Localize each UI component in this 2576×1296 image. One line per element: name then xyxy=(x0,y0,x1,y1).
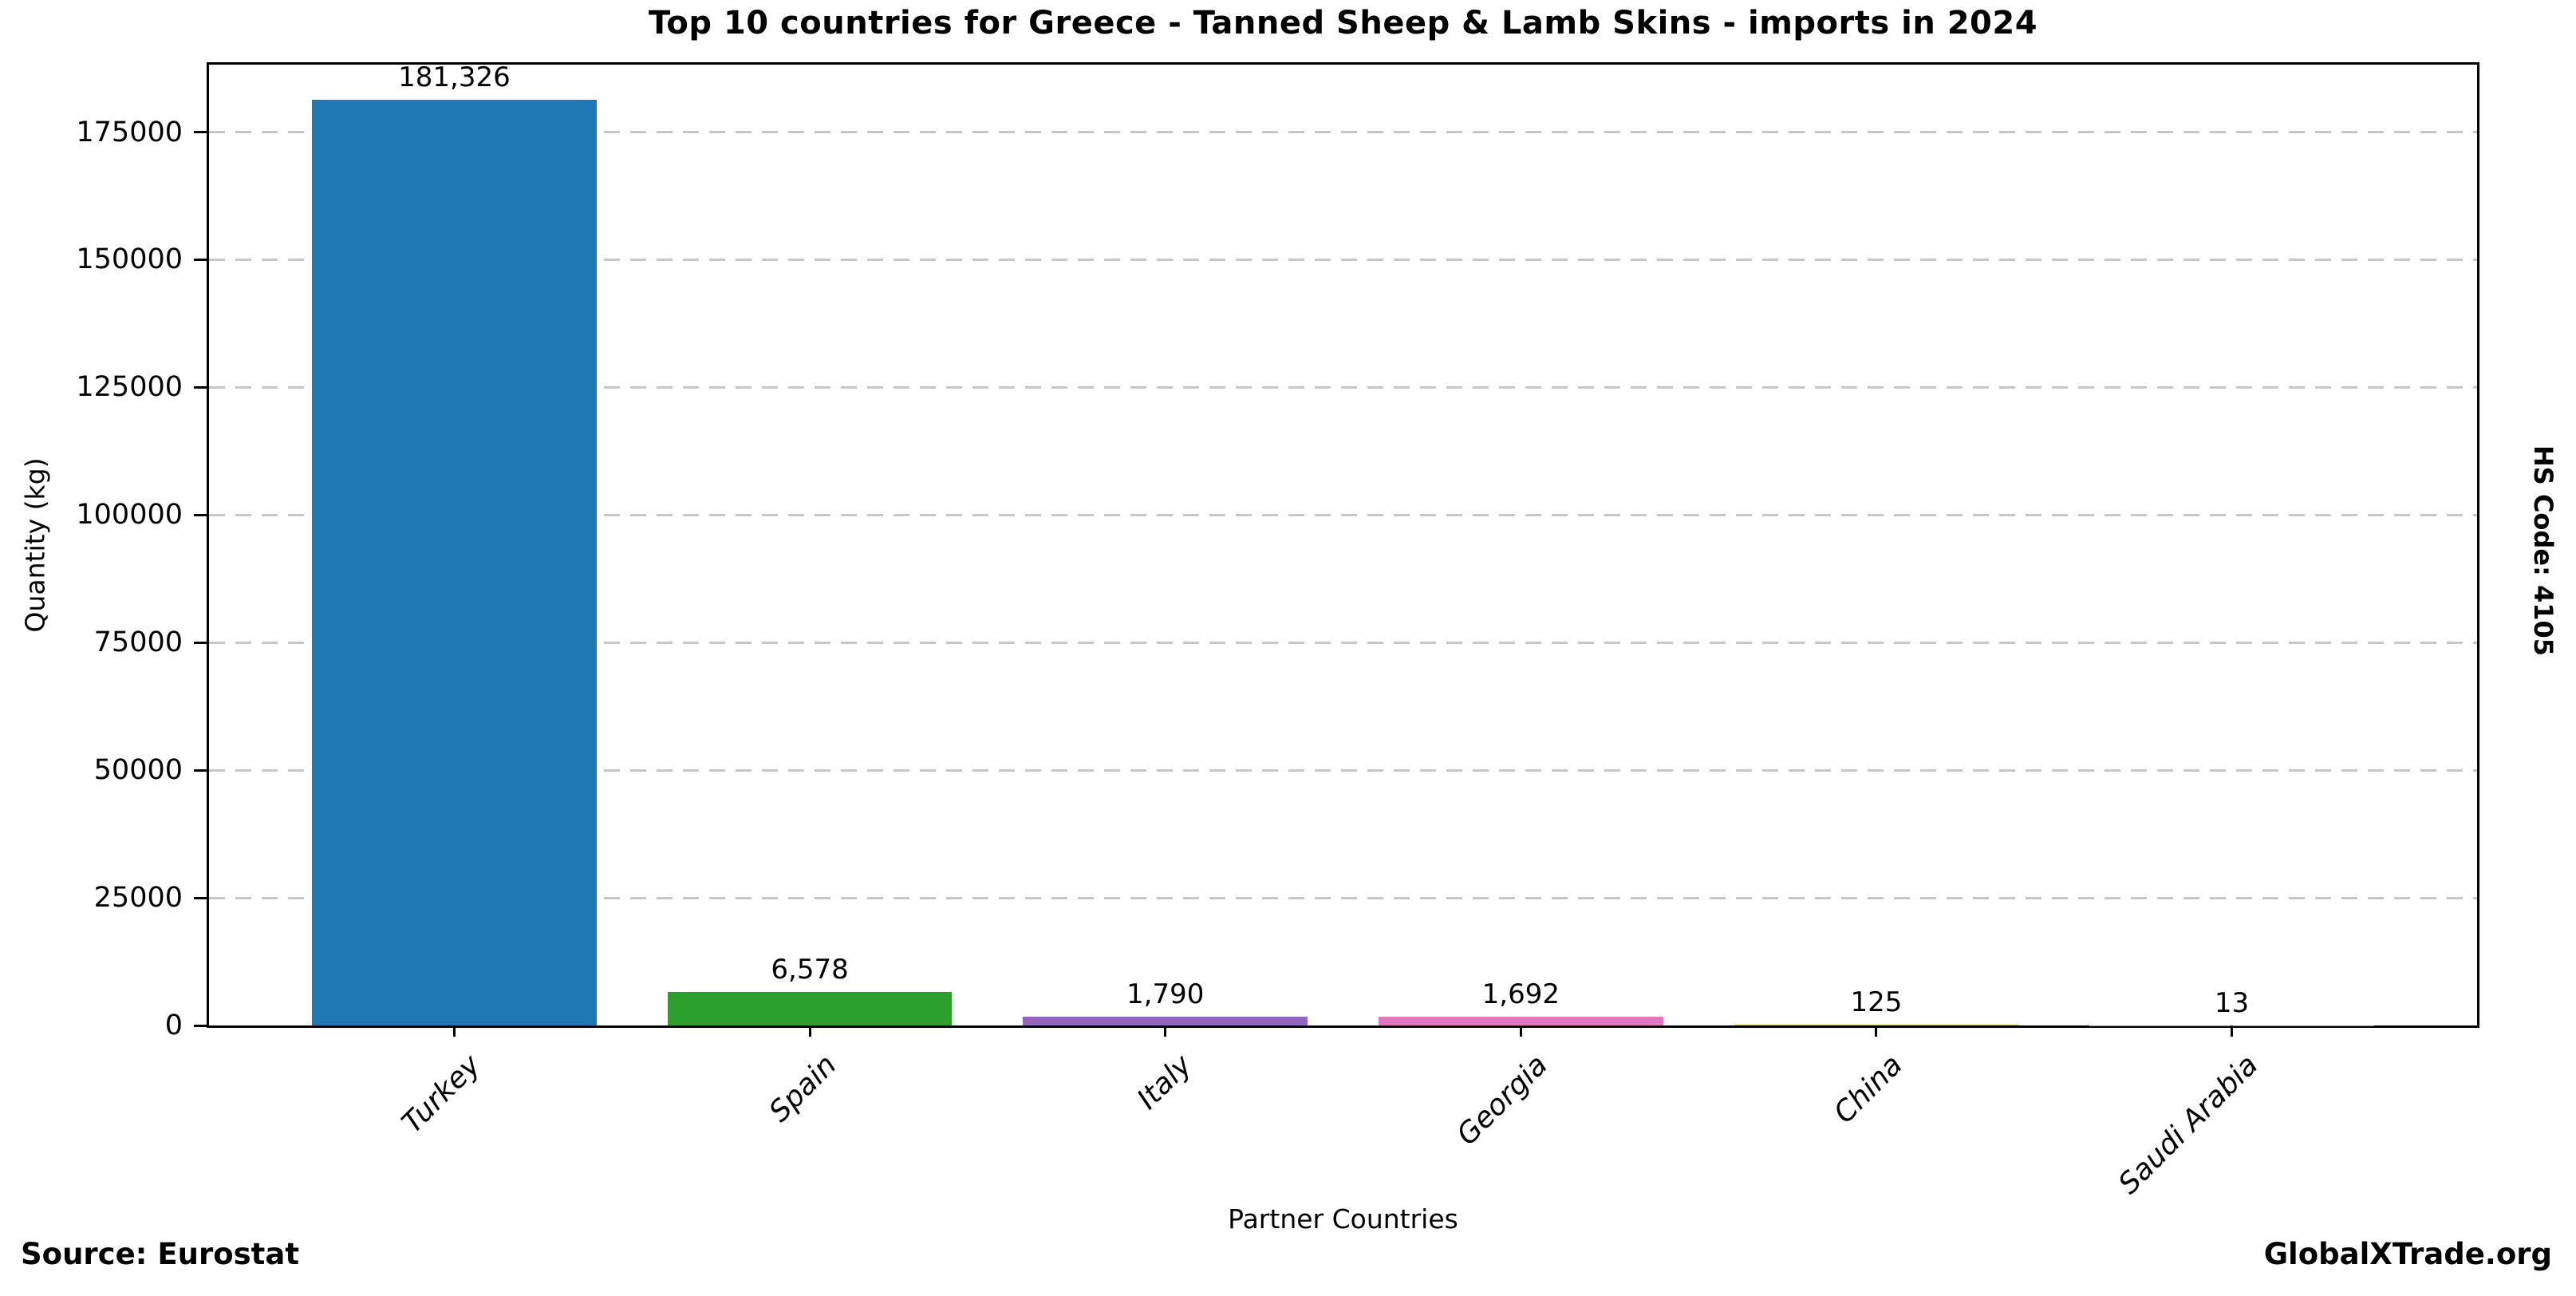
y-tick-label: 100000 xyxy=(76,499,183,531)
x-tick-mark xyxy=(1519,1025,1522,1037)
x-tick-label: Turkey xyxy=(396,1049,487,1140)
y-axis-label: Quantity (kg) xyxy=(19,457,51,633)
y-gridline xyxy=(209,896,2477,899)
y-gridline xyxy=(209,769,2477,772)
bar-value-label: 13 xyxy=(2214,986,2250,1019)
y-tick-mark xyxy=(194,1024,207,1027)
x-tick-label: Georgia xyxy=(1450,1049,1554,1152)
bar-value-label: 181,326 xyxy=(398,61,511,94)
chart-title: Top 10 countries for Greece - Tanned She… xyxy=(648,5,2038,41)
y-tick-label: 125000 xyxy=(76,371,183,404)
y-tick-label: 25000 xyxy=(93,882,183,915)
y-tick-mark xyxy=(194,641,207,644)
y-tick-mark xyxy=(194,385,207,389)
y-tick-mark xyxy=(194,896,207,899)
y-tick-mark xyxy=(194,131,207,134)
bar-value-label: 1,790 xyxy=(1126,978,1205,1010)
y-tick-label: 175000 xyxy=(76,116,183,148)
y-gridline xyxy=(209,131,2477,134)
y-tick-label: 150000 xyxy=(76,243,183,276)
plot-inner-layer: 181,326 6,578 1,790 1,692 125 13 xyxy=(209,61,2477,1025)
bar-value-label: 1,692 xyxy=(1481,978,1560,1011)
bar-value-label: 125 xyxy=(1850,986,1903,1019)
y-tick-label: 0 xyxy=(164,1010,183,1041)
y-tick-mark xyxy=(194,258,207,261)
y-gridline xyxy=(209,259,2477,261)
bar xyxy=(312,100,597,1025)
bar xyxy=(1023,1016,1308,1025)
y-gridline xyxy=(209,513,2477,516)
x-tick-mark xyxy=(808,1025,811,1037)
y-tick-mark xyxy=(194,513,207,516)
bar xyxy=(667,991,953,1025)
source-credit: Source: Eurostat xyxy=(21,1237,300,1271)
x-tick-label: Spain xyxy=(762,1049,843,1129)
x-tick-label: Saudi Arabia xyxy=(2112,1049,2265,1201)
y-tick-mark xyxy=(194,769,207,772)
x-tick-label: China xyxy=(1828,1049,1909,1130)
y-tick-label: 50000 xyxy=(93,754,183,787)
branding-label: GlobalXTrade.org xyxy=(2263,1237,2552,1271)
x-tick-label: Italy xyxy=(1130,1049,1198,1116)
x-axis-label: Partner Countries xyxy=(1228,1203,1458,1235)
x-tick-mark xyxy=(452,1025,456,1037)
y-gridline xyxy=(209,641,2477,644)
hs-code-label: HS Code: 4105 xyxy=(2528,445,2558,657)
x-tick-mark xyxy=(2231,1025,2234,1037)
y-gridline xyxy=(209,385,2477,389)
x-tick-mark xyxy=(1164,1025,1167,1037)
y-tick-label: 75000 xyxy=(93,626,183,659)
x-tick-mark xyxy=(1875,1025,1878,1037)
plot-area: 181,326 6,578 1,790 1,692 125 13 xyxy=(207,61,2479,1028)
bar xyxy=(1379,1017,1663,1025)
bar-value-label: 6,578 xyxy=(771,953,849,986)
